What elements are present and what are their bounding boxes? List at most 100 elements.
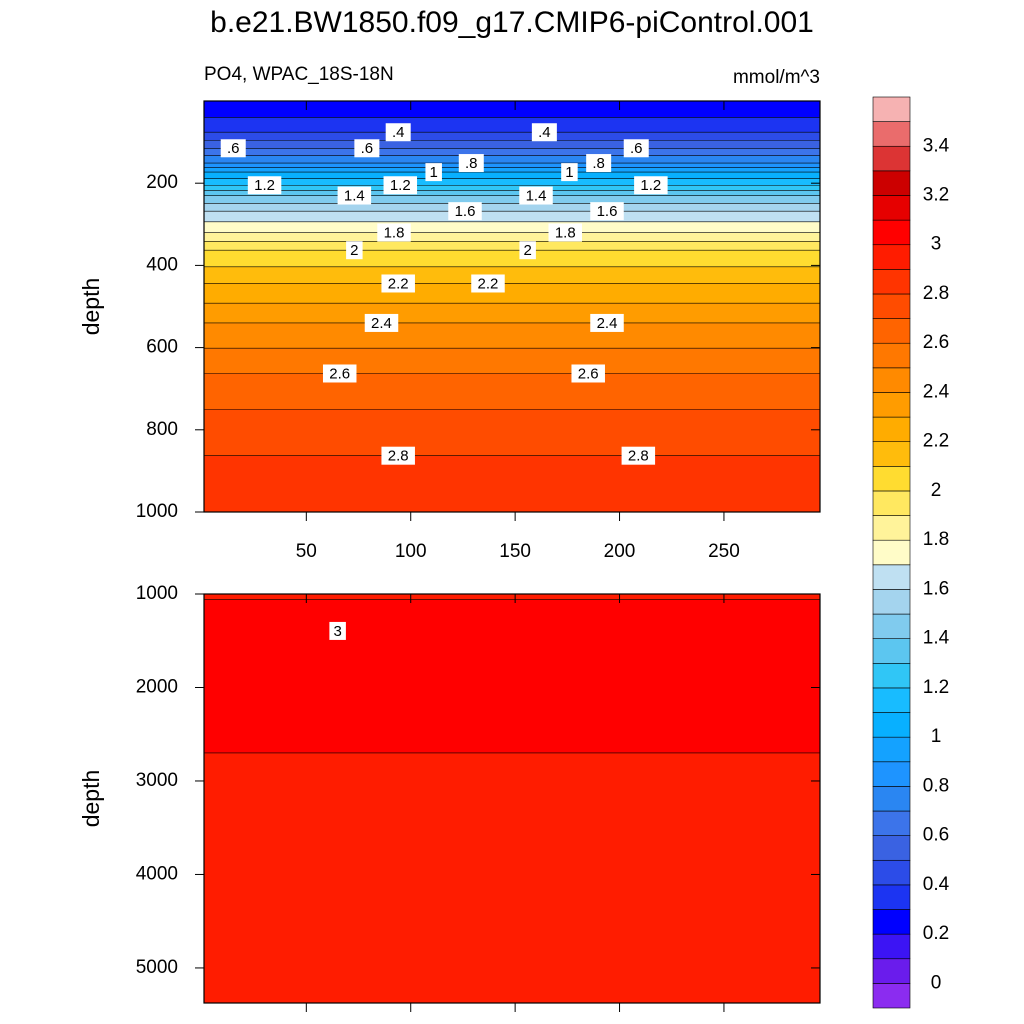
- fill-row: [204, 350, 820, 352]
- fill-row: [204, 606, 820, 608]
- fill-row: [204, 482, 820, 484]
- fill-row: [204, 288, 820, 290]
- fill-row: [204, 365, 820, 367]
- fill-row: [204, 821, 820, 823]
- fill-row: [204, 226, 820, 228]
- colorbar-tick-label: 2.8: [923, 283, 949, 304]
- fill-row: [204, 925, 820, 927]
- fill-row: [204, 286, 820, 288]
- fill-row: [204, 505, 820, 507]
- fill-row: [204, 206, 820, 208]
- fill-row: [204, 390, 820, 392]
- fill-row: [204, 823, 820, 825]
- fill-row: [204, 431, 820, 433]
- fill-row: [204, 496, 820, 498]
- fill-row: [204, 663, 820, 665]
- fill-row: [204, 317, 820, 319]
- fill-row: [204, 635, 820, 637]
- colorbar-box: [872, 909, 911, 935]
- colorbar-tick-label: 0.2: [923, 923, 949, 944]
- fill-row: [204, 357, 820, 359]
- fill-row: [204, 614, 820, 616]
- contour-label-box: [548, 223, 582, 242]
- fill-row: [204, 861, 820, 863]
- fill-row: [204, 358, 820, 360]
- fill-row: [204, 105, 820, 107]
- fill-row: [204, 616, 820, 618]
- fill-row: [204, 999, 820, 1001]
- fill-row: [204, 378, 820, 380]
- fill-row: [204, 799, 820, 801]
- fill-row: [204, 452, 820, 454]
- fill-row: [204, 805, 820, 807]
- fill-row: [204, 342, 820, 344]
- fill-row: [204, 194, 820, 196]
- fill-row: [204, 648, 820, 650]
- fill-row: [204, 600, 820, 602]
- fill-row: [204, 984, 820, 986]
- fill-row: [204, 671, 820, 673]
- fill-row: [204, 947, 820, 949]
- fill-row: [204, 494, 820, 496]
- fill-row: [204, 759, 820, 761]
- fill-row: [204, 440, 820, 442]
- fill-row: [204, 642, 820, 644]
- fill-row: [204, 792, 820, 794]
- fill-row: [204, 652, 820, 654]
- x-tick-label: 200: [604, 541, 636, 562]
- fill-row: [204, 689, 820, 691]
- contour-label-box: [623, 139, 649, 158]
- fill-row: [204, 950, 820, 952]
- fill-row: [204, 627, 820, 629]
- fill-row: [204, 382, 820, 384]
- fill-row: [204, 416, 820, 418]
- fill-row: [204, 931, 820, 933]
- fill-row: [204, 847, 820, 849]
- fill-row: [204, 219, 820, 221]
- fill-row: [204, 196, 820, 198]
- fill-row: [204, 234, 820, 236]
- fill-row: [204, 603, 820, 605]
- fill-row: [204, 225, 820, 227]
- fill-row: [204, 797, 820, 799]
- fill-row: [204, 245, 820, 247]
- fill-row: [204, 888, 820, 890]
- x-tick-label: 100: [395, 541, 427, 562]
- fill-row: [204, 819, 820, 821]
- fill-row: [204, 956, 820, 958]
- fill-row: [204, 110, 820, 112]
- fill-row: [204, 895, 820, 897]
- colorbar-box: [872, 786, 911, 812]
- fill-row: [204, 926, 820, 928]
- fill-row: [204, 916, 820, 918]
- fill-row: [204, 112, 820, 114]
- fill-row: [204, 402, 820, 404]
- fill-row: [204, 393, 820, 395]
- fill-row: [204, 865, 820, 867]
- fill-row: [204, 352, 820, 354]
- fill-row: [204, 833, 820, 835]
- contour-label: 2.8: [628, 448, 649, 465]
- fill-row: [204, 820, 820, 822]
- colorbar-tick-label: 0.6: [923, 825, 949, 846]
- fill-row: [204, 478, 820, 480]
- fill-row: [204, 229, 820, 231]
- fill-row: [204, 795, 820, 797]
- fill-row: [204, 629, 820, 631]
- fill-row: [204, 337, 820, 339]
- fill-row: [204, 905, 820, 907]
- contour-label: 1.6: [455, 203, 476, 220]
- colorbar-box: [872, 539, 911, 566]
- fill-row: [204, 955, 820, 957]
- fill-row: [204, 287, 820, 289]
- fill-row: [204, 438, 820, 440]
- fill-row: [204, 336, 820, 338]
- fill-row: [204, 387, 820, 389]
- fill-row: [204, 432, 820, 434]
- contour-label: 1.8: [384, 224, 405, 241]
- fill-row: [204, 944, 820, 946]
- fill-row: [204, 967, 820, 969]
- fill-row: [204, 973, 820, 975]
- fill-row: [204, 986, 820, 988]
